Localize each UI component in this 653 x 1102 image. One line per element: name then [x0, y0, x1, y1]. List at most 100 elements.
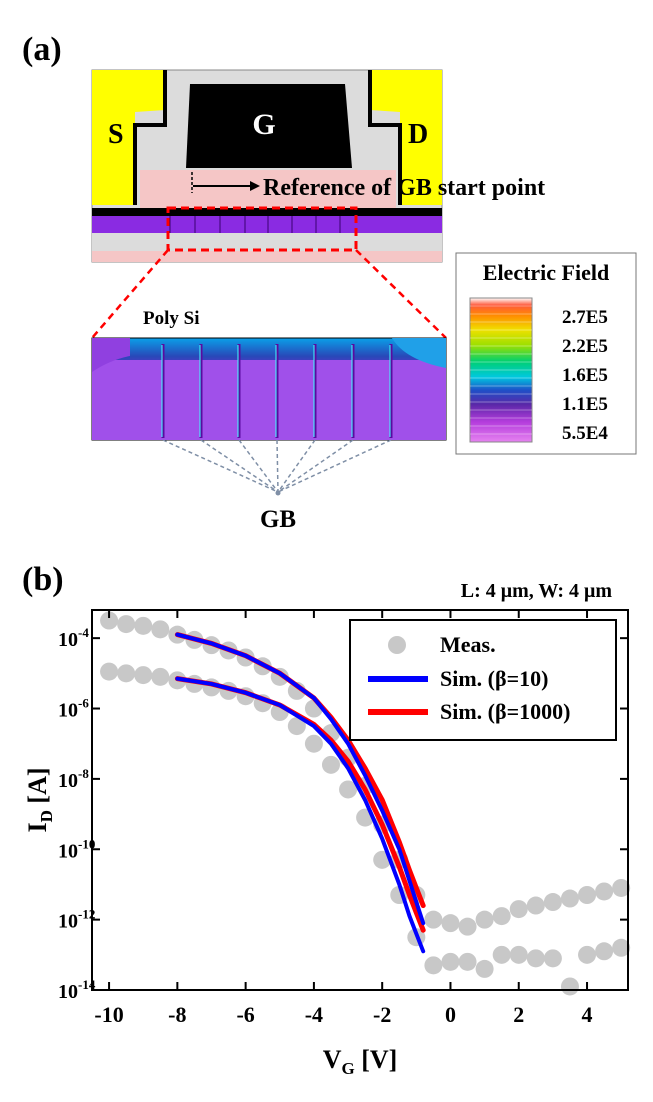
x-tick-label: -4 — [305, 1002, 323, 1027]
meas-point — [424, 910, 443, 929]
x-tick-label: 2 — [513, 1002, 524, 1027]
colorbar-contour-lines — [470, 305, 532, 435]
y-tick-label: 10-12 — [58, 907, 95, 933]
meas-point — [458, 952, 477, 971]
x-axis-title: VG [V] — [323, 1045, 398, 1078]
meas-point — [475, 959, 494, 978]
meas-point — [287, 717, 306, 736]
meas-point — [560, 889, 579, 908]
meas-point — [509, 900, 528, 919]
meas-point — [543, 949, 562, 968]
zoom-line-right — [355, 249, 447, 339]
source-metal — [92, 70, 165, 205]
panel-a-label: (a) — [22, 31, 62, 68]
field-map-left-corner — [92, 338, 130, 372]
reference-label: Reference of GB start point — [263, 175, 545, 201]
meas-point — [134, 666, 153, 685]
meas-point — [424, 956, 443, 975]
channel-grain-lines — [169, 216, 341, 233]
gate-label: G — [252, 108, 275, 141]
x-axis-title-unit: [V] — [355, 1045, 398, 1074]
drain-metal — [370, 70, 442, 205]
x-tick-label: -2 — [373, 1002, 391, 1027]
y-tick-label: 10-14 — [58, 977, 96, 1003]
colorbar-tick: 2.7E5 — [562, 307, 608, 328]
meas-point — [441, 952, 460, 971]
colorbar-tick: 5.5E4 — [562, 423, 608, 444]
meas-point — [492, 945, 511, 964]
field-map-bulk — [92, 360, 446, 440]
zoom-box — [166, 206, 358, 252]
meas-point — [560, 977, 579, 996]
poly-si-label: Poly Si — [143, 308, 199, 329]
meas-point — [543, 893, 562, 912]
colorbar-title: Electric Field — [483, 260, 609, 285]
x-axis-title-sub: G — [341, 1059, 354, 1078]
drain-contour — [368, 70, 402, 205]
legend-beta10-label: Sim. (β=10) — [440, 666, 548, 691]
gb-pointer-origin — [275, 490, 281, 496]
legend-beta1000-label: Sim. (β=1000) — [440, 699, 570, 724]
meas-point — [151, 667, 170, 686]
y-axis-title-sub: D — [37, 810, 56, 822]
gate-insulator — [140, 170, 396, 210]
reference-arrowhead — [250, 181, 260, 191]
field-map-right-corner — [392, 338, 446, 368]
sim-lines-layer — [174, 632, 426, 954]
meas-point — [526, 949, 545, 968]
device-cross-section: G S D Reference of GB start point — [91, 69, 545, 263]
substrate-layer — [92, 251, 442, 262]
y-tick-label: 10-10 — [58, 836, 95, 862]
colorbar-tick: 2.2E5 — [562, 336, 608, 357]
x-tick-label: -8 — [168, 1002, 186, 1027]
y-tick-label: 10-6 — [58, 696, 89, 722]
source-contour — [133, 70, 167, 205]
meas-point — [595, 882, 614, 901]
meas-point — [458, 917, 477, 936]
electric-field-colorbar: Electric Field 2.7E5 2.2E5 1.6E5 1.1E5 5… — [455, 252, 637, 455]
colorbar-gradient — [469, 297, 533, 443]
meas-point — [134, 616, 153, 635]
meas-point — [304, 734, 323, 753]
y-axis-title-unit: [A] — [23, 768, 52, 811]
source-label: S — [108, 119, 124, 150]
meas-point — [595, 942, 614, 961]
legend-meas-marker — [388, 636, 406, 654]
meas-point — [441, 914, 460, 933]
channel-layer — [92, 216, 442, 233]
x-tick-label: -10 — [94, 1002, 123, 1027]
meas-point — [526, 896, 545, 915]
y-axis-title-main: I — [23, 822, 52, 832]
x-axis-title-main: V — [323, 1045, 342, 1074]
poly-si-field-map — [91, 337, 447, 441]
meas-point — [578, 886, 597, 904]
meas-point — [117, 615, 136, 634]
meas-point — [475, 910, 494, 929]
x-tick-label: 4 — [582, 1002, 593, 1027]
id-vg-plot: -10 -8 -6 -4 -2 0 2 4 10-4 10-6 10-8 10-10 10-12 10-1… — [58, 609, 631, 1027]
meas-point — [612, 878, 631, 897]
plot-frame — [91, 609, 629, 991]
meas-point — [612, 938, 631, 957]
buffer-layer — [92, 233, 442, 251]
gb-label: GB — [260, 506, 296, 533]
axis-ticks-layer: -10 -8 -6 -4 -2 0 2 4 10-4 10-6 10-8 10-10 10-12 10-1… — [58, 610, 628, 1027]
meas-point — [578, 945, 597, 964]
sim-beta10-curve — [175, 632, 426, 926]
meas-point — [321, 755, 340, 774]
gate-electrode — [186, 84, 352, 168]
gb-pointer-lines — [162, 439, 392, 493]
grain-boundary-highlights — [161, 345, 391, 437]
contact-layer — [92, 208, 442, 216]
panel-b-label: (b) — [22, 561, 64, 598]
meas-point — [151, 620, 170, 639]
colorbar-tick: 1.6E5 — [562, 365, 608, 386]
meas-point — [509, 945, 528, 964]
meas-point — [492, 907, 511, 926]
meas-point — [117, 664, 136, 683]
meas-point — [339, 780, 358, 799]
y-tick-label: 10-4 — [58, 625, 89, 651]
zoom-line-left — [91, 249, 169, 339]
plot-legend: Meas. Sim. (β=10) Sim. (β=1000) — [349, 619, 617, 741]
